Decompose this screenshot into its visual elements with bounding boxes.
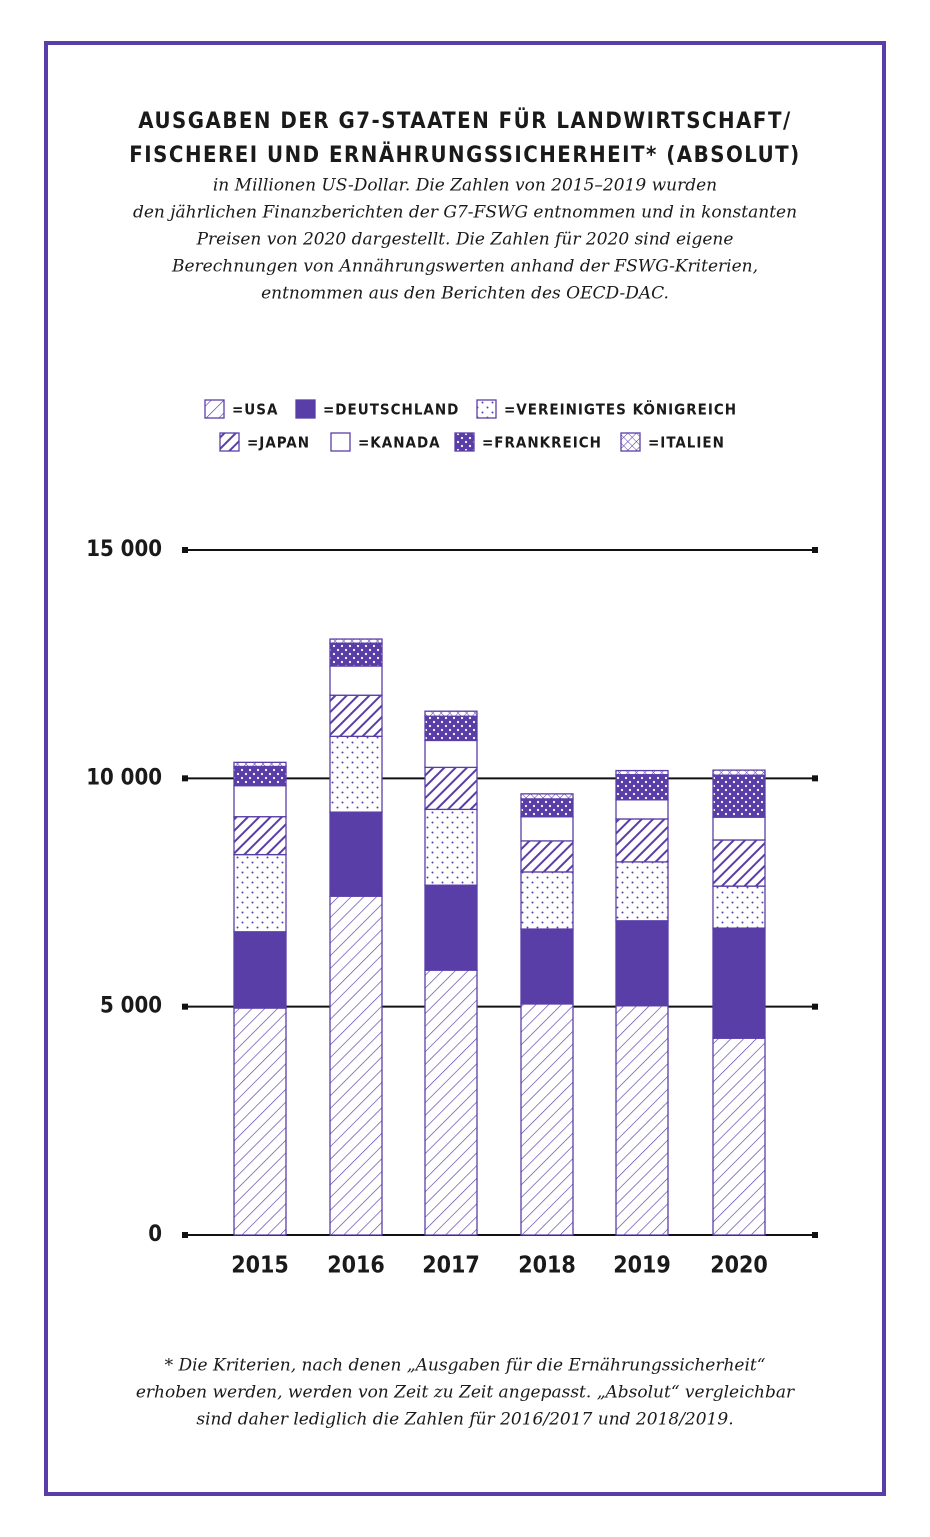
bar-segment [424,808,478,886]
x-tick-label: 2016 [327,1253,385,1279]
y-tick-label: 15 000 [86,537,162,562]
tick-end [812,547,818,553]
y-tick-label: 10 000 [86,765,162,790]
bar-segment [712,816,766,841]
tick-end [182,1232,188,1238]
bar-segment [615,774,669,801]
tick-end [812,1003,818,1010]
x-tick-label: 2015 [231,1253,289,1279]
bar-segment [424,766,478,811]
bar-segment [615,818,669,863]
bar-segment [424,969,478,1236]
bar-segment [424,710,478,717]
bar-segment [329,665,383,696]
bar-segment [329,638,383,644]
subtitle: in Millionen US-Dollar. Die Zahlen von 2… [213,176,717,196]
bar-segment [712,769,766,776]
legend-swatch [204,399,225,419]
bar-segment [520,840,574,873]
y-tick-label: 5 000 [100,994,162,1019]
bar-segment [520,793,574,800]
legend-swatch [330,432,351,452]
bar-segment [520,816,574,842]
bar-segment [615,799,669,820]
bar-segment [233,761,287,768]
bar-segment [615,920,669,1007]
bar-segment [329,895,383,1236]
legend-swatch [620,432,641,452]
bar-segment [520,798,574,818]
tick-end [812,1232,818,1238]
legend-label: =KANADA [358,434,441,452]
bar-segment [233,816,287,856]
footnote: erhoben werden, werden von Zeit zu Zeit … [136,1383,795,1403]
x-tick-label: 2018 [518,1253,576,1279]
footnote: sind daher lediglich die Zahlen für 2016… [196,1410,733,1430]
tick-end [812,775,818,782]
bar-segment [329,694,383,737]
bar-segment [329,735,383,813]
bar-segment [712,1037,766,1236]
legend-label: =VEREINIGTES KÖNIGREICH [504,400,737,419]
bar-segment [329,642,383,667]
legend-label: =JAPAN [247,434,310,452]
tick-end [182,1003,188,1010]
chart-title: FISCHEREI UND ERNÄHRUNGSSICHERHEIT* (ABS… [129,142,800,168]
subtitle: den jährlichen Finanzberichten der G7-FS… [133,203,797,223]
bar-segment [615,769,669,776]
bar-segment [233,1007,287,1236]
legend-swatch [219,432,240,452]
bar-segment [615,861,669,922]
bar-segment [424,739,478,769]
bar-segment [520,928,574,1005]
x-tick-label: 2019 [613,1253,671,1279]
bar-segment [424,884,478,971]
tick-end [182,775,188,782]
subtitle: entnommen aus den Berichten des OECD-DAC… [261,284,669,304]
legend-label: =DEUTSCHLAND [323,401,459,419]
bar-segment [233,931,287,1009]
tick-end [182,547,188,553]
x-tick-label: 2017 [422,1253,480,1279]
subtitle: Preisen von 2020 dargestellt. Die Zahlen… [196,230,734,250]
legend-label: =USA [232,401,278,419]
bar-segment [520,1003,574,1236]
bar-segment [615,1005,669,1236]
bar-segment [712,885,766,929]
subtitle: Berechnungen von Annährungswerten anhand… [171,257,758,277]
x-tick-label: 2020 [710,1253,768,1279]
bar-segment [712,774,766,818]
footnote: * Die Kriterien, nach denen „Ausgaben fü… [165,1356,766,1376]
bar-segment [233,784,287,818]
legend-swatch [454,432,475,452]
chart-title: AUSGABEN DER G7-STAATEN FÜR LANDWIRTSCHA… [138,108,791,134]
legend-swatch [476,399,497,419]
bar-segment [233,853,287,933]
bar-segment [712,839,766,887]
frame [44,41,886,1496]
legend-label: =FRANKREICH [482,434,602,452]
bar-segment [712,927,766,1039]
bar-segment [520,871,574,930]
legend-label: =ITALIEN [648,434,725,452]
bar-segment [424,715,478,742]
bar-segment [329,811,383,897]
bar-segment [233,765,287,787]
legend-swatch [295,399,316,419]
y-tick-label: 0 [148,1222,162,1247]
